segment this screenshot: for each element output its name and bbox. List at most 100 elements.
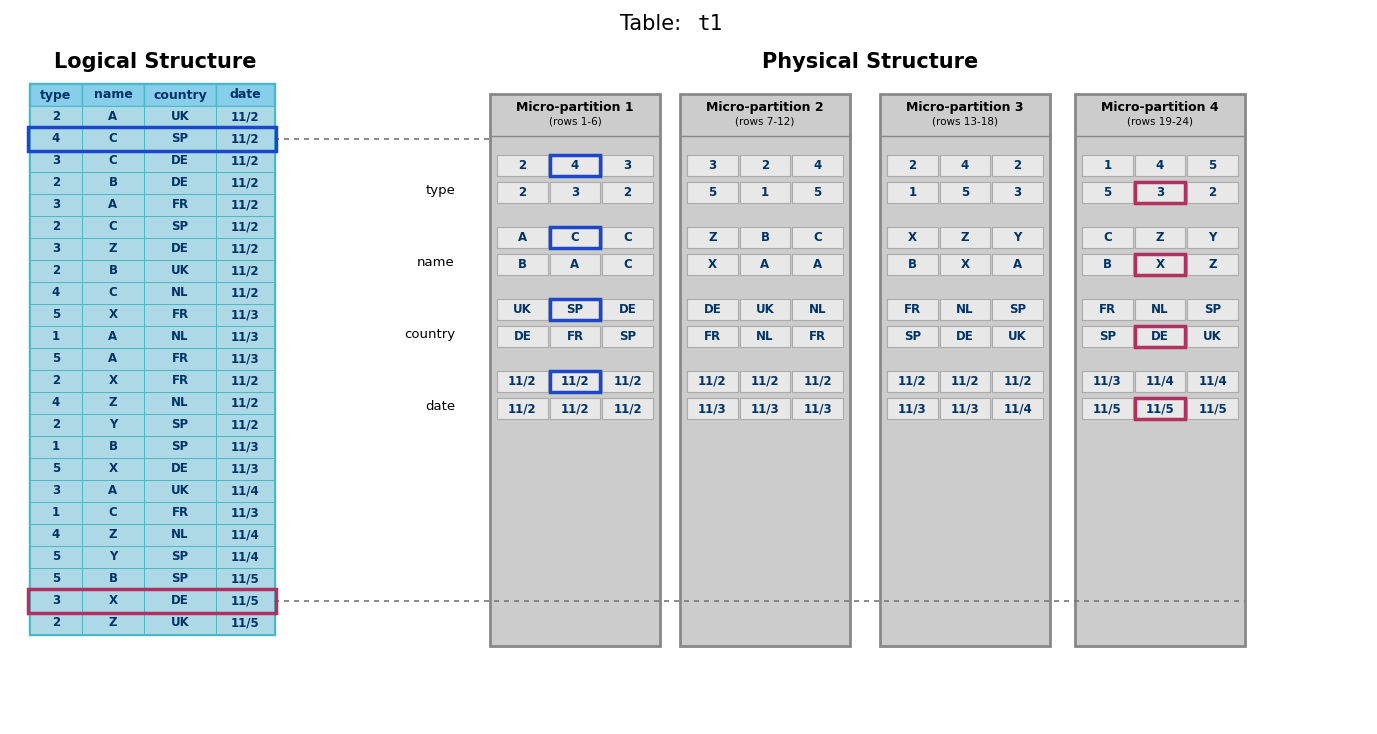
Bar	[83, 370, 145, 392]
Bar	[30, 524, 83, 546]
Text: UK: UK	[171, 111, 190, 123]
Bar	[792, 299, 843, 320]
Text: SP: SP	[1203, 303, 1221, 316]
Bar	[602, 326, 653, 347]
Bar	[83, 282, 145, 304]
Bar	[216, 370, 274, 392]
Text: C: C	[1103, 231, 1111, 244]
Bar	[216, 612, 274, 634]
Text: Micro-partition 4: Micro-partition 4	[1102, 101, 1219, 114]
Bar	[549, 326, 600, 347]
Text: 11/5: 11/5	[230, 595, 259, 608]
Text: SP: SP	[1009, 303, 1026, 316]
Text: name: name	[417, 256, 454, 269]
Text: 1: 1	[761, 186, 770, 199]
Bar	[602, 371, 653, 392]
Text: date: date	[229, 89, 260, 101]
Bar	[145, 348, 216, 370]
Text: 11/2: 11/2	[231, 176, 259, 189]
Bar	[145, 106, 216, 128]
Bar	[83, 436, 145, 458]
Bar	[687, 182, 738, 203]
Text: 4: 4	[52, 133, 61, 145]
Text: 2: 2	[761, 159, 770, 172]
Text: 5: 5	[961, 186, 969, 199]
Bar	[792, 371, 843, 392]
Bar	[602, 398, 653, 419]
Text: UK: UK	[1203, 330, 1221, 343]
Text: 5: 5	[52, 352, 61, 366]
Text: C: C	[814, 231, 822, 244]
Bar	[687, 299, 738, 320]
Text: 2: 2	[518, 159, 526, 172]
Text: Logical Structure: Logical Structure	[54, 52, 256, 72]
Bar	[1082, 371, 1133, 392]
Text: 11/2: 11/2	[231, 198, 259, 211]
Bar	[216, 502, 274, 524]
Bar	[216, 590, 274, 612]
Text: (rows 19-24): (rows 19-24)	[1126, 116, 1192, 126]
Bar	[145, 612, 216, 634]
Text: 4: 4	[814, 159, 822, 172]
Text: 11/3: 11/3	[231, 506, 259, 520]
Bar	[1187, 371, 1238, 392]
Text: FR: FR	[1099, 303, 1115, 316]
Text: 11/2: 11/2	[231, 264, 259, 277]
Text: type: type	[425, 184, 454, 197]
Text: (rows 13-18): (rows 13-18)	[932, 116, 998, 126]
Text: 3: 3	[624, 159, 632, 172]
Bar	[549, 371, 600, 392]
Text: NL: NL	[1151, 303, 1169, 316]
Text: Z: Z	[109, 528, 117, 542]
Bar	[83, 348, 145, 370]
Bar	[216, 436, 274, 458]
Bar	[1187, 326, 1238, 347]
Text: SP: SP	[172, 418, 189, 432]
Text: 11/3: 11/3	[231, 308, 259, 321]
Text: 2: 2	[624, 186, 632, 199]
Bar	[83, 172, 145, 194]
Bar	[30, 392, 83, 414]
Text: B: B	[109, 176, 117, 189]
Bar	[30, 238, 83, 260]
Bar	[993, 227, 1042, 248]
Bar	[993, 155, 1042, 176]
Text: SP: SP	[620, 330, 636, 343]
Text: Y: Y	[1209, 231, 1217, 244]
Bar	[83, 502, 145, 524]
Bar	[497, 227, 548, 248]
Bar	[1135, 254, 1186, 275]
Text: 5: 5	[52, 462, 61, 476]
Text: (rows 7-12): (rows 7-12)	[735, 116, 795, 126]
Bar	[30, 612, 83, 634]
Bar	[216, 414, 274, 436]
Text: 11/5: 11/5	[1198, 402, 1227, 415]
Text: FR: FR	[704, 330, 722, 343]
Text: DE: DE	[956, 330, 974, 343]
Text: NL: NL	[171, 330, 189, 344]
Bar	[1135, 326, 1186, 347]
Text: X: X	[907, 231, 917, 244]
Bar	[216, 172, 274, 194]
Bar	[216, 546, 274, 568]
Text: Y: Y	[109, 418, 117, 432]
Bar	[602, 227, 653, 248]
Bar	[1082, 227, 1133, 248]
Bar	[792, 326, 843, 347]
Text: X: X	[1155, 258, 1165, 271]
Text: 11/4: 11/4	[230, 484, 259, 498]
Bar	[880, 94, 1051, 646]
Text: 2: 2	[52, 418, 61, 432]
Bar	[216, 106, 274, 128]
Bar	[216, 326, 274, 348]
Bar	[216, 194, 274, 216]
Bar	[993, 398, 1042, 419]
Bar	[83, 84, 145, 106]
Bar	[1075, 94, 1245, 646]
Text: 5: 5	[52, 550, 61, 564]
Text: Z: Z	[708, 231, 716, 244]
Text: 2: 2	[1013, 159, 1022, 172]
Bar	[549, 155, 600, 176]
Bar	[145, 524, 216, 546]
Text: 4: 4	[52, 286, 61, 299]
